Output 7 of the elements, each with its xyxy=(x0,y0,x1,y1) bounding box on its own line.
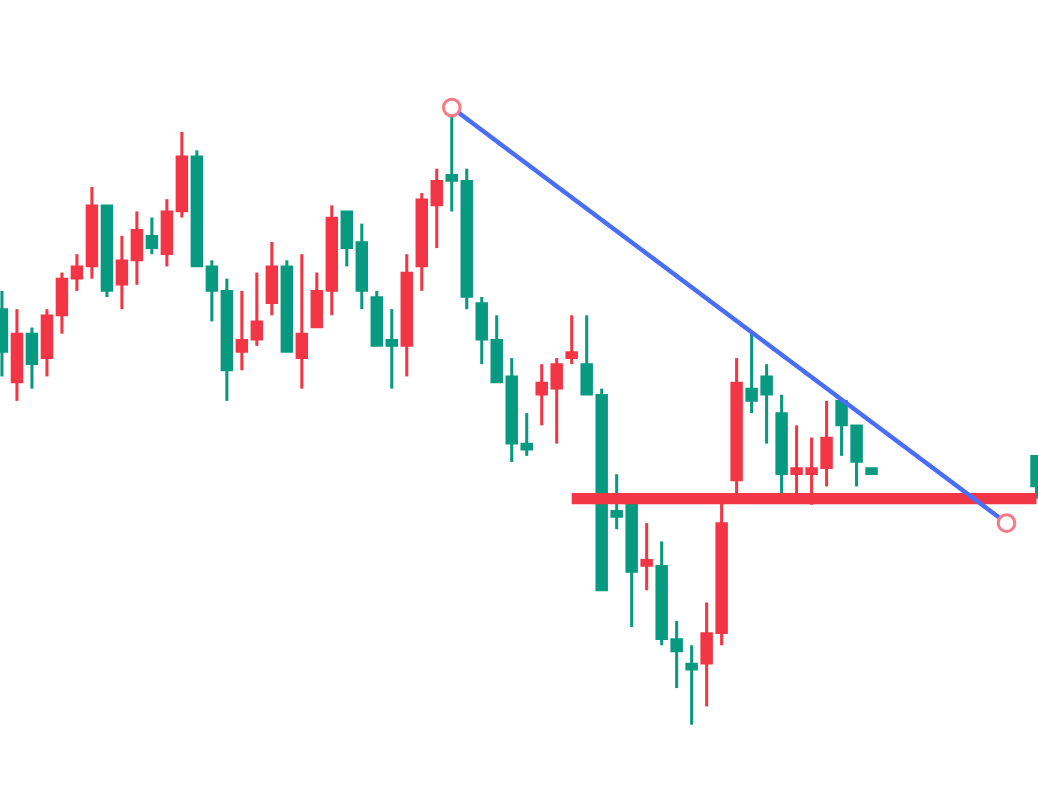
candlestick xyxy=(685,643,698,727)
candlestick xyxy=(640,521,653,592)
candlestick xyxy=(565,313,578,366)
candlestick xyxy=(25,326,39,391)
candlestick xyxy=(265,240,279,317)
candlestick xyxy=(295,252,309,391)
candlestick xyxy=(145,216,159,256)
